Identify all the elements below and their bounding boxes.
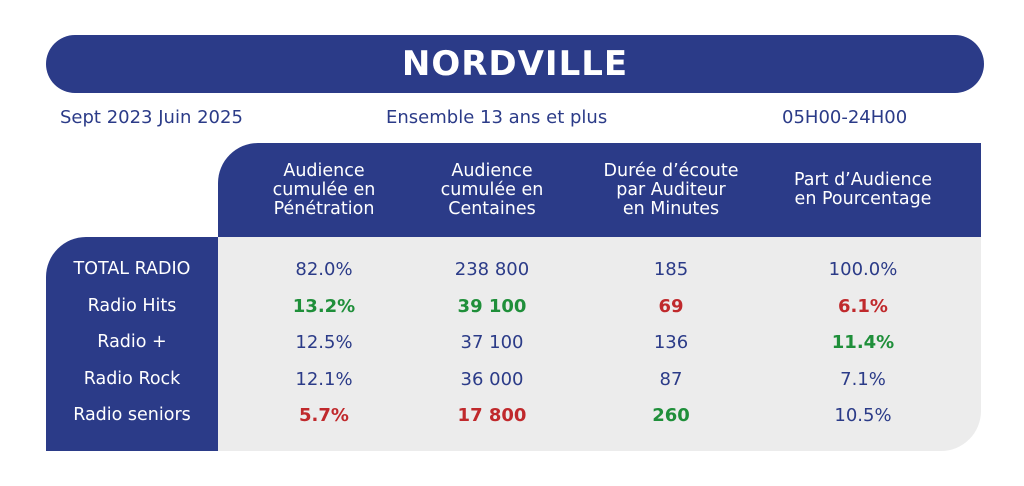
table-cell: 136 bbox=[653, 331, 689, 353]
column-header-line: Part d’Audience bbox=[793, 170, 933, 190]
table-cell: 82.0% bbox=[295, 258, 353, 280]
page-title: NORDVILLE bbox=[401, 44, 629, 84]
table-header-band bbox=[218, 143, 981, 237]
column-header-line: cumulée en bbox=[440, 179, 544, 200]
column-header-line: en Minutes bbox=[622, 198, 720, 219]
table-cell: 12.5% bbox=[295, 331, 353, 353]
table-cell: 17 800 bbox=[457, 404, 527, 426]
table-cell: 185 bbox=[653, 258, 689, 280]
column-header-line: en Pourcentage bbox=[794, 189, 932, 209]
table-cell: 37 100 bbox=[460, 331, 524, 353]
table-cell: 5.7% bbox=[299, 404, 349, 426]
row-label-total-radio: TOTAL RADIO bbox=[73, 259, 191, 279]
column-header-line: Audience bbox=[451, 160, 533, 181]
target-label: Ensemble 13 ans et plus bbox=[386, 107, 608, 128]
column-header-duree: Durée d’écoute par Auditeur en Minutes bbox=[584, 143, 758, 237]
table-cell: 11.4% bbox=[831, 331, 895, 353]
column-header-line: Centaines bbox=[448, 198, 536, 219]
period-label: Sept 2023 Juin 2025 bbox=[60, 107, 243, 128]
column-header-line: Audience bbox=[283, 160, 365, 181]
table-cell: 36 000 bbox=[460, 368, 524, 390]
title-bar: NORDVILLE bbox=[46, 35, 984, 93]
table-cell: 13.2% bbox=[292, 295, 356, 317]
hours-label: 05H00-24H00 bbox=[782, 107, 908, 128]
column-header-penetration: Audience cumulée en Pénétration bbox=[238, 143, 410, 237]
column-header-part: Part d’Audience en Pourcentage bbox=[762, 143, 964, 237]
column-header-line: Durée d’écoute bbox=[603, 160, 739, 181]
table-cell: 7.1% bbox=[840, 368, 886, 390]
table-cell: 100.0% bbox=[828, 258, 898, 280]
table-cell: 69 bbox=[658, 295, 684, 317]
table-body-background bbox=[218, 237, 981, 451]
table-cell: 6.1% bbox=[838, 295, 888, 317]
table-cell: 260 bbox=[652, 404, 690, 426]
table-cell: 39 100 bbox=[457, 295, 527, 317]
column-header-line: cumulée en bbox=[272, 179, 376, 200]
row-label-radio-rock: Radio Rock bbox=[83, 369, 181, 389]
column-header-line: par Auditeur bbox=[616, 179, 726, 200]
row-label-radio-hits: Radio Hits bbox=[87, 296, 177, 316]
row-label-band bbox=[46, 237, 218, 451]
table-cell: 12.1% bbox=[295, 368, 353, 390]
row-label-radio-seniors: Radio seniors bbox=[73, 405, 191, 425]
table-cell: 10.5% bbox=[834, 404, 892, 426]
column-header-line: Pénétration bbox=[273, 198, 375, 219]
table-cell: 87 bbox=[659, 368, 683, 390]
table-cell: 238 800 bbox=[454, 258, 530, 280]
row-label-radio-plus: Radio + bbox=[97, 332, 167, 352]
column-header-centaines: Audience cumulée en Centaines bbox=[406, 143, 578, 237]
